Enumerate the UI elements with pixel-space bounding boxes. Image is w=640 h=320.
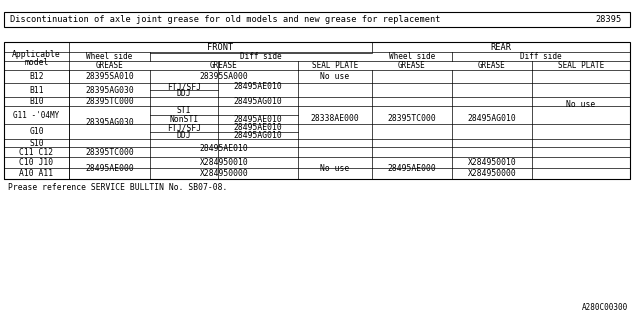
Text: G11 -'04MY: G11 -'04MY	[13, 110, 60, 119]
Text: B10: B10	[29, 97, 44, 106]
Text: 28395: 28395	[596, 15, 622, 24]
Text: 28395TC000: 28395TC000	[388, 114, 436, 123]
Text: 28495AE010: 28495AE010	[234, 115, 282, 124]
Text: NonSTI: NonSTI	[170, 115, 198, 124]
Text: 28495AE010: 28495AE010	[234, 82, 282, 91]
Text: Wheel side: Wheel side	[86, 52, 132, 61]
Text: 28495AG010: 28495AG010	[468, 114, 516, 123]
Text: 28395AG030: 28395AG030	[85, 118, 134, 127]
Text: A10 A11: A10 A11	[19, 169, 54, 178]
Text: STI: STI	[177, 106, 191, 115]
Text: Diff side: Diff side	[240, 52, 282, 61]
Text: C10 J10: C10 J10	[19, 158, 54, 167]
Text: REAR: REAR	[490, 43, 511, 52]
Text: FTJ/SFJ: FTJ/SFJ	[167, 82, 201, 91]
Text: FRONT: FRONT	[207, 43, 234, 52]
Text: Prease reference SERVICE BULLTIN No. SB07-08.: Prease reference SERVICE BULLTIN No. SB0…	[8, 182, 227, 191]
Text: FTJ/SFJ: FTJ/SFJ	[167, 123, 201, 132]
Text: S10: S10	[29, 139, 44, 148]
Text: 28495AE010: 28495AE010	[200, 143, 248, 153]
Text: 28495AE010: 28495AE010	[234, 123, 282, 132]
Text: SEAL PLATE: SEAL PLATE	[312, 61, 358, 70]
Text: model: model	[24, 58, 49, 67]
Bar	[4, 42, 630, 179]
Text: 28495AG010: 28495AG010	[234, 97, 282, 106]
Text: GREASE: GREASE	[478, 61, 506, 70]
Text: C11 C12: C11 C12	[19, 148, 54, 156]
Text: Diff side: Diff side	[520, 52, 562, 61]
Text: A280C00300: A280C00300	[582, 303, 628, 313]
Text: B12: B12	[29, 72, 44, 81]
Text: 28495AG010: 28495AG010	[234, 131, 282, 140]
Text: X284950010: X284950010	[468, 158, 516, 167]
Text: No use: No use	[566, 100, 596, 109]
Bar	[4, 12, 630, 27]
Text: 28395AG030: 28395AG030	[85, 85, 134, 94]
Text: SEAL PLATE: SEAL PLATE	[558, 61, 604, 70]
Text: GREASE: GREASE	[398, 61, 426, 70]
Text: GREASE: GREASE	[95, 61, 124, 70]
Text: 28395SA000: 28395SA000	[200, 72, 248, 81]
Text: Wheel side: Wheel side	[389, 52, 435, 61]
Text: X284950000: X284950000	[468, 169, 516, 178]
Text: 28395TC000: 28395TC000	[85, 148, 134, 156]
Text: 28495AE000: 28495AE000	[85, 164, 134, 172]
Text: 28495AE000: 28495AE000	[388, 164, 436, 172]
Text: No use: No use	[321, 164, 349, 172]
Text: Discontinuation of axle joint grease for old models and new grease for replaceme: Discontinuation of axle joint grease for…	[10, 15, 440, 24]
Text: B11: B11	[29, 85, 44, 94]
Text: DDJ: DDJ	[177, 131, 191, 140]
Text: DDJ: DDJ	[177, 89, 191, 98]
Text: GREASE: GREASE	[210, 61, 238, 70]
Text: 28338AE000: 28338AE000	[310, 114, 360, 123]
Text: No use: No use	[321, 72, 349, 81]
Text: X284950000: X284950000	[200, 169, 248, 178]
Text: 28395SA010: 28395SA010	[85, 72, 134, 81]
Text: X284950010: X284950010	[200, 158, 248, 167]
Text: G10: G10	[29, 127, 44, 136]
Text: 28395TC000: 28395TC000	[85, 97, 134, 106]
Text: Applicable: Applicable	[12, 50, 61, 59]
